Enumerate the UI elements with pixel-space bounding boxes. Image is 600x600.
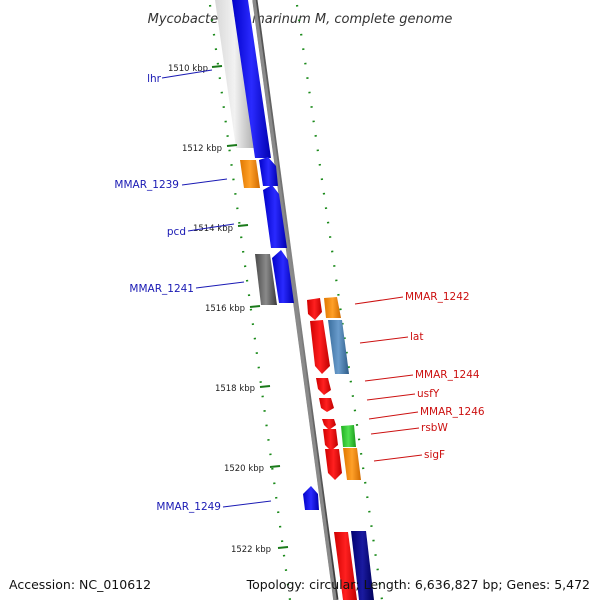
feature-sigf[interactable] bbox=[325, 449, 342, 480]
gene-label-mmar-1242[interactable]: MMAR_1242 bbox=[405, 291, 470, 303]
gene-label-mmar-1249[interactable]: MMAR_1249 bbox=[156, 501, 221, 513]
forward-strand-features bbox=[215, 0, 319, 510]
gene-label-sigf[interactable]: sigF bbox=[424, 449, 445, 461]
gene-label-mmar-1244[interactable]: MMAR_1244 bbox=[415, 369, 480, 381]
genome-stats-text: Topology: circular; Length: 6,636,827 bp… bbox=[246, 577, 590, 592]
accession-text: Accession: NC_010612 bbox=[9, 577, 152, 592]
feature-mmar-1239b[interactable] bbox=[259, 157, 278, 186]
gene-label-usfy[interactable]: usfY bbox=[417, 388, 440, 400]
gene-label-mmar-1241[interactable]: MMAR_1241 bbox=[129, 283, 194, 295]
feature-mmar-1242b[interactable] bbox=[324, 297, 341, 318]
feature-mmar-1241[interactable] bbox=[255, 254, 277, 305]
gene-label-rsbw[interactable]: rsbW bbox=[421, 422, 448, 434]
gene-label-lhr[interactable]: lhr bbox=[147, 73, 162, 85]
feature-bottom-navy[interactable] bbox=[351, 531, 374, 600]
feature-lhr[interactable] bbox=[232, 0, 271, 158]
tick-label: 1518 kbp bbox=[215, 384, 255, 394]
feature-mmar-1242[interactable] bbox=[307, 298, 322, 320]
feature-mmar-1249[interactable] bbox=[303, 486, 319, 510]
reverse-gene-labels: MMAR_1242 lat MMAR_1244 usfY MMAR_1246 r… bbox=[354, 291, 485, 462]
gene-label-mmar-1246[interactable]: MMAR_1246 bbox=[420, 406, 485, 418]
feature-sigf-b[interactable] bbox=[343, 448, 361, 480]
reverse-strand-features bbox=[307, 297, 374, 600]
feature-lhr-shadow bbox=[215, 0, 254, 148]
tick-label: 1512 kbp bbox=[182, 144, 222, 154]
tick-label: 1520 kbp bbox=[224, 464, 264, 474]
forward-gene-labels: lhr MMAR_1239 pcd MMAR_1241 MMAR_1249 bbox=[114, 69, 272, 513]
gene-label-pcd[interactable]: pcd bbox=[167, 226, 186, 238]
feature-mmar-1246[interactable] bbox=[322, 419, 336, 430]
tick-label: 1514 kbp bbox=[193, 224, 233, 234]
feature-rsbw-b[interactable] bbox=[341, 425, 356, 447]
gene-label-lat[interactable]: lat bbox=[410, 331, 423, 343]
feature-pcd[interactable] bbox=[263, 185, 287, 248]
feature-lat-b[interactable] bbox=[328, 320, 349, 374]
feature-usfy[interactable] bbox=[319, 398, 334, 412]
tick-label: 1522 kbp bbox=[231, 545, 271, 555]
feature-mmar-1239[interactable] bbox=[240, 160, 260, 188]
feature-mmar-1244[interactable] bbox=[316, 378, 331, 395]
gene-label-mmar-1239[interactable]: MMAR_1239 bbox=[114, 179, 179, 191]
feature-bottom-red[interactable] bbox=[334, 532, 357, 600]
tick-label: 1516 kbp bbox=[205, 304, 245, 314]
position-ticks: 1510 kbp 1512 kbp 1514 kbp 1516 kbp 1518… bbox=[168, 64, 289, 555]
feature-mmar-1241b[interactable] bbox=[272, 250, 294, 303]
tick-label: 1510 kbp bbox=[168, 64, 208, 74]
feature-rsbw[interactable] bbox=[323, 429, 338, 451]
feature-lat[interactable] bbox=[310, 320, 330, 374]
genome-backbone bbox=[252, 0, 337, 600]
